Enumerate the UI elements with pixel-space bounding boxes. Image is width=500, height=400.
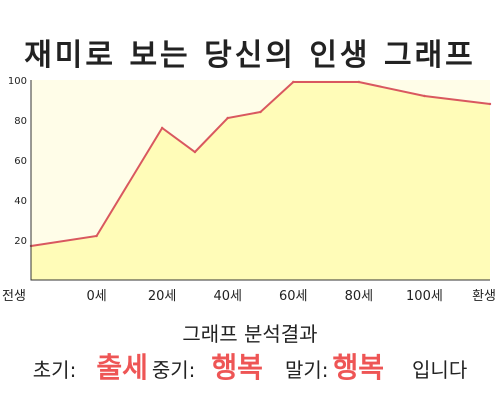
x-tick-label: 환생 — [472, 289, 496, 304]
ending-text: 입니다 — [412, 358, 468, 382]
x-tick-label: 100세 — [406, 289, 443, 304]
y-tick-label: 100 — [8, 76, 27, 87]
series-line — [30, 81, 491, 247]
summary-heading: 그래프 분석결과 — [182, 322, 318, 346]
data-point-3 — [193, 150, 197, 154]
early-label: 초기: — [32, 358, 77, 382]
data-point-7 — [357, 80, 361, 84]
y-tick-label: 60 — [14, 156, 27, 167]
y-tick-label: 20 — [14, 236, 27, 247]
axes — [30, 80, 490, 281]
chart-title: 재미로 보는 당신의 인생 그래프 — [24, 38, 476, 73]
data-point-1 — [95, 234, 98, 238]
late-label: 말기: — [284, 358, 329, 382]
data-point-5 — [259, 110, 262, 114]
summary-line: 초기: 출세 중기: 행복 말기: 행복 입니다 — [0, 346, 500, 386]
x-tick-label: 80세 — [345, 289, 374, 304]
x-tick-label: 60세 — [279, 289, 308, 304]
x-tick-label: 20세 — [148, 289, 177, 304]
y-tick-label: 40 — [14, 196, 27, 207]
data-point-4 — [226, 116, 229, 120]
area-fill — [31, 82, 490, 280]
middle-label: 중기: — [151, 358, 196, 382]
y-tick-label: 80 — [14, 116, 27, 127]
data-point-6 — [292, 80, 295, 84]
data-point-2 — [160, 126, 164, 130]
late-value: 행복 — [332, 351, 385, 384]
x-tick-label: 0세 — [86, 289, 106, 304]
x-tick-label: 40세 — [213, 289, 242, 304]
middle-value: 행복 — [211, 351, 263, 384]
life-area-chart: 20 40 60 80 100 전생 0세 20세 40세 60세 80세 100세 환생 — [2, 76, 496, 304]
data-point-9 — [488, 102, 492, 106]
x-tick-label: 전생 — [2, 289, 26, 304]
early-value: 출세 — [96, 351, 148, 384]
data-point-8 — [423, 94, 426, 98]
